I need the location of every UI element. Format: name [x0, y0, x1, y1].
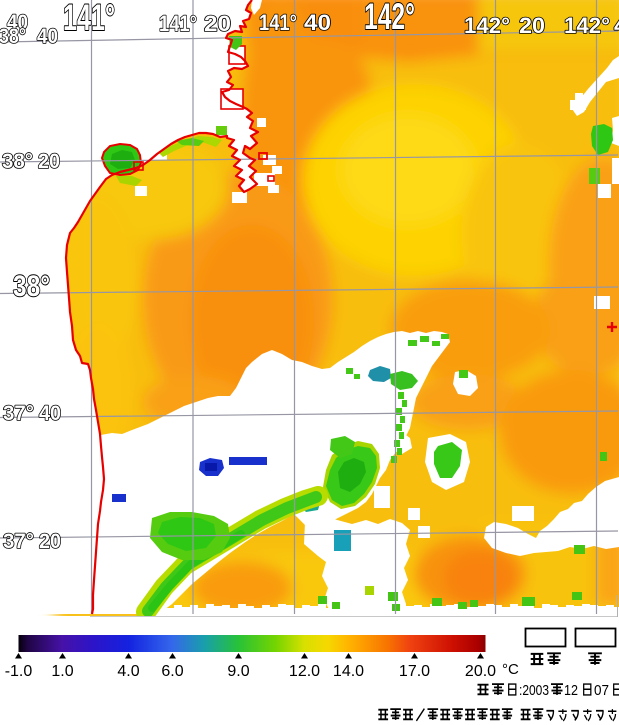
- svg-text:141°: 141°: [159, 11, 197, 36]
- svg-text:40: 40: [37, 25, 58, 48]
- svg-text:4.0: 4.0: [117, 663, 139, 680]
- svg-text:20: 20: [38, 150, 60, 173]
- svg-text:40: 40: [304, 10, 331, 35]
- svg-text:38°: 38°: [2, 150, 33, 173]
- svg-text:-1.0: -1.0: [5, 663, 33, 680]
- svg-text:9.0: 9.0: [227, 663, 249, 680]
- svg-text:14.0: 14.0: [333, 663, 364, 680]
- svg-text:°C: °C: [502, 661, 519, 678]
- svg-text:20.0: 20.0: [465, 663, 496, 680]
- svg-text:40: 40: [7, 11, 28, 34]
- svg-text:12.0: 12.0: [289, 663, 320, 680]
- svg-text:142°: 142°: [564, 13, 610, 38]
- svg-text:142°: 142°: [464, 13, 510, 38]
- svg-text:141°: 141°: [63, 0, 115, 38]
- svg-text:17.0: 17.0: [399, 663, 430, 680]
- svg-text:37°: 37°: [3, 402, 34, 425]
- svg-text:07: 07: [594, 682, 609, 699]
- svg-text:12: 12: [564, 682, 578, 699]
- svg-text:40: 40: [614, 13, 619, 38]
- svg-text:40: 40: [39, 402, 61, 425]
- svg-text:6.0: 6.0: [161, 663, 183, 680]
- svg-text::2003: :2003: [519, 682, 549, 699]
- svg-text:38°: 38°: [13, 270, 50, 303]
- svg-text:38°: 38°: [0, 25, 26, 48]
- svg-text:142°: 142°: [364, 0, 415, 37]
- svg-text:20: 20: [519, 13, 545, 38]
- svg-text:20: 20: [204, 11, 231, 36]
- svg-text:37°: 37°: [3, 530, 34, 553]
- svg-text:1.0: 1.0: [51, 663, 73, 680]
- svg-text:20: 20: [39, 530, 61, 553]
- svg-text:141°: 141°: [259, 10, 297, 35]
